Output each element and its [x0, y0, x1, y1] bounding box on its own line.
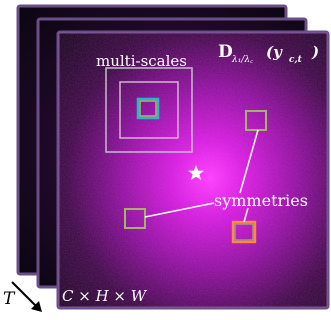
front-frame-noise: [58, 32, 328, 308]
formula-args: (y: [266, 43, 283, 61]
time-axis-line: [11, 281, 39, 309]
center-star-icon: [188, 165, 204, 180]
connector-left: [144, 202, 215, 218]
multiscales-label: multi-scales: [96, 52, 187, 70]
formula-args-sub: c,t: [289, 55, 303, 65]
formula-main: D: [218, 42, 233, 62]
annotation-boxes: [105, 67, 267, 244]
formula-args-close: ): [311, 43, 319, 61]
center-patch-cyan: [136, 97, 160, 120]
time-axis-arrowhead-icon: [31, 301, 42, 312]
time-axis-label: T: [3, 289, 16, 309]
formula-sub: λ₁/λ꜀: [231, 55, 254, 65]
outer-scale-square: [105, 67, 193, 153]
frame-stack: [16, 4, 330, 310]
symmetry-patch-left: [124, 208, 146, 229]
time-axis: T: [3, 281, 42, 312]
inner-scale-square: [119, 81, 179, 139]
symmetry-patch-top: [245, 110, 267, 131]
symmetries-label: symmetries: [214, 191, 308, 210]
connector-top: [239, 129, 259, 194]
symmetry-connectors: [144, 129, 259, 223]
symmetry-patch-orange-inner: [234, 223, 254, 241]
connector-orange: [243, 207, 249, 223]
center-patch-olive: [139, 100, 157, 117]
title-formula: D λ₁/λ꜀ (y c,t ): [218, 42, 319, 65]
dimensions-label: C × H × W: [62, 287, 148, 305]
